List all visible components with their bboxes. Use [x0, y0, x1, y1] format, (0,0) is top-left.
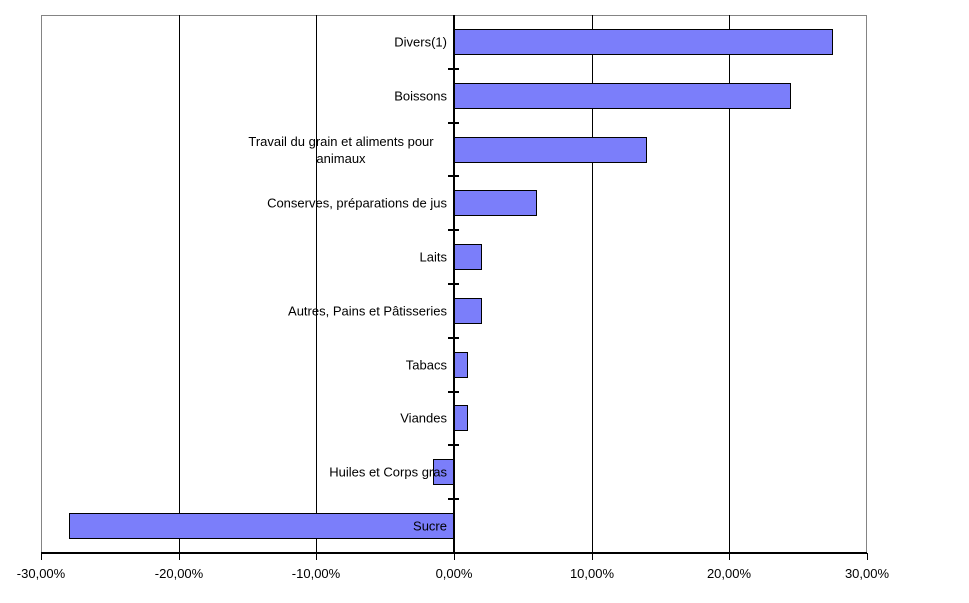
gridline: [729, 15, 730, 553]
x-axis-tick: [454, 553, 455, 560]
category-label: Viandes: [400, 410, 447, 426]
x-axis-tick: [867, 553, 868, 560]
category-axis-tick: [448, 122, 459, 124]
bar-boissons: [454, 83, 792, 109]
category-axis-tick: [448, 68, 459, 70]
x-tick-label: -10,00%: [291, 566, 341, 581]
x-tick-label: -20,00%: [154, 566, 204, 581]
bar-viandes: [454, 405, 468, 431]
x-axis-tick: [179, 553, 180, 560]
bar-huiles-et-corps-gras: [433, 459, 454, 485]
x-axis-tick: [729, 553, 730, 560]
category-label: Laits: [419, 249, 447, 265]
category-axis-tick: [448, 498, 459, 500]
category-axis-tick: [448, 391, 459, 393]
gridline: [592, 15, 593, 553]
x-tick-label: -30,00%: [16, 566, 66, 581]
bar-laits: [454, 244, 482, 270]
bar-autres-pains-et-p-tisseries: [454, 298, 482, 324]
x-axis-tick: [41, 553, 42, 560]
gridline: [316, 15, 317, 553]
category-axis-tick: [448, 283, 459, 285]
category-axis-tick: [448, 337, 459, 339]
x-axis-tick: [316, 553, 317, 560]
category-label: Boissons: [394, 88, 447, 104]
category-axis-tick: [448, 229, 459, 231]
category-label: Sucre: [413, 518, 447, 534]
category-label: Tabacs: [405, 357, 447, 373]
category-label: Conserves, préparations de jus: [267, 195, 447, 211]
bar-tabacs: [454, 352, 468, 378]
category-label: Travail du grain et aliments pour animau…: [248, 134, 434, 166]
category-axis-tick: [448, 175, 459, 177]
category-axis-tick: [448, 444, 459, 446]
x-tick-label: 20,00%: [706, 566, 752, 581]
bar-travail-du-grain-et-aliments-pour-animaux: [454, 137, 647, 163]
bar-divers-1-: [454, 29, 833, 55]
category-label: Autres, Pains et Pâtisseries: [288, 303, 447, 319]
x-axis-tick: [592, 553, 593, 560]
category-label: Divers(1): [394, 34, 447, 50]
x-tick-label: 10,00%: [569, 566, 615, 581]
gridline: [179, 15, 180, 553]
category-label: Huiles et Corps gras: [329, 464, 447, 480]
bar-conserves-pr-parations-de-jus: [454, 190, 537, 216]
bar-sucre: [68, 513, 454, 539]
x-tick-label: 30,00%: [844, 566, 890, 581]
x-tick-label: 0,00%: [435, 566, 473, 581]
